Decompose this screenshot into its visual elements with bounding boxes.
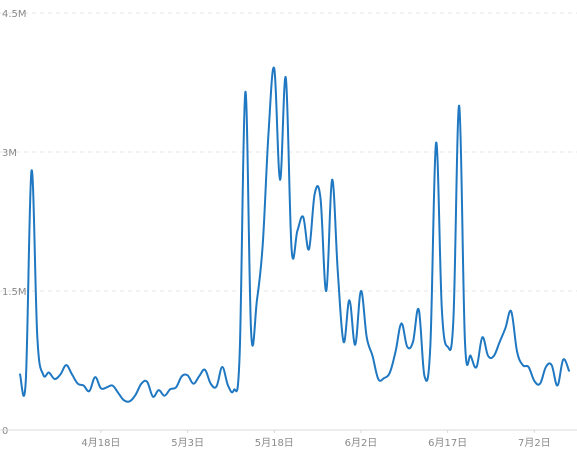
x-tick-label: 4月18日 (81, 437, 120, 449)
y-tick-label: 4.5M (2, 9, 27, 20)
axis-layer: 4.5M 3M 1.5M 0 4月18日 5月3日 5月18日 6月2日 6月17日 7月2日 (0, 9, 577, 449)
x-tick-label: 5月3日 (171, 437, 204, 449)
y-tick-label: 1.5M (2, 287, 27, 298)
x-tick-label: 6月17日 (428, 437, 467, 449)
y-tick-label: 3M (2, 148, 17, 159)
x-tick-label: 5月18日 (255, 437, 294, 449)
y-tick-label: 0 (2, 426, 8, 437)
x-tick-label: 7月2日 (518, 437, 551, 449)
x-tick-label: 6月2日 (345, 437, 378, 449)
series-line (19, 66, 570, 403)
series-layer (19, 66, 570, 403)
